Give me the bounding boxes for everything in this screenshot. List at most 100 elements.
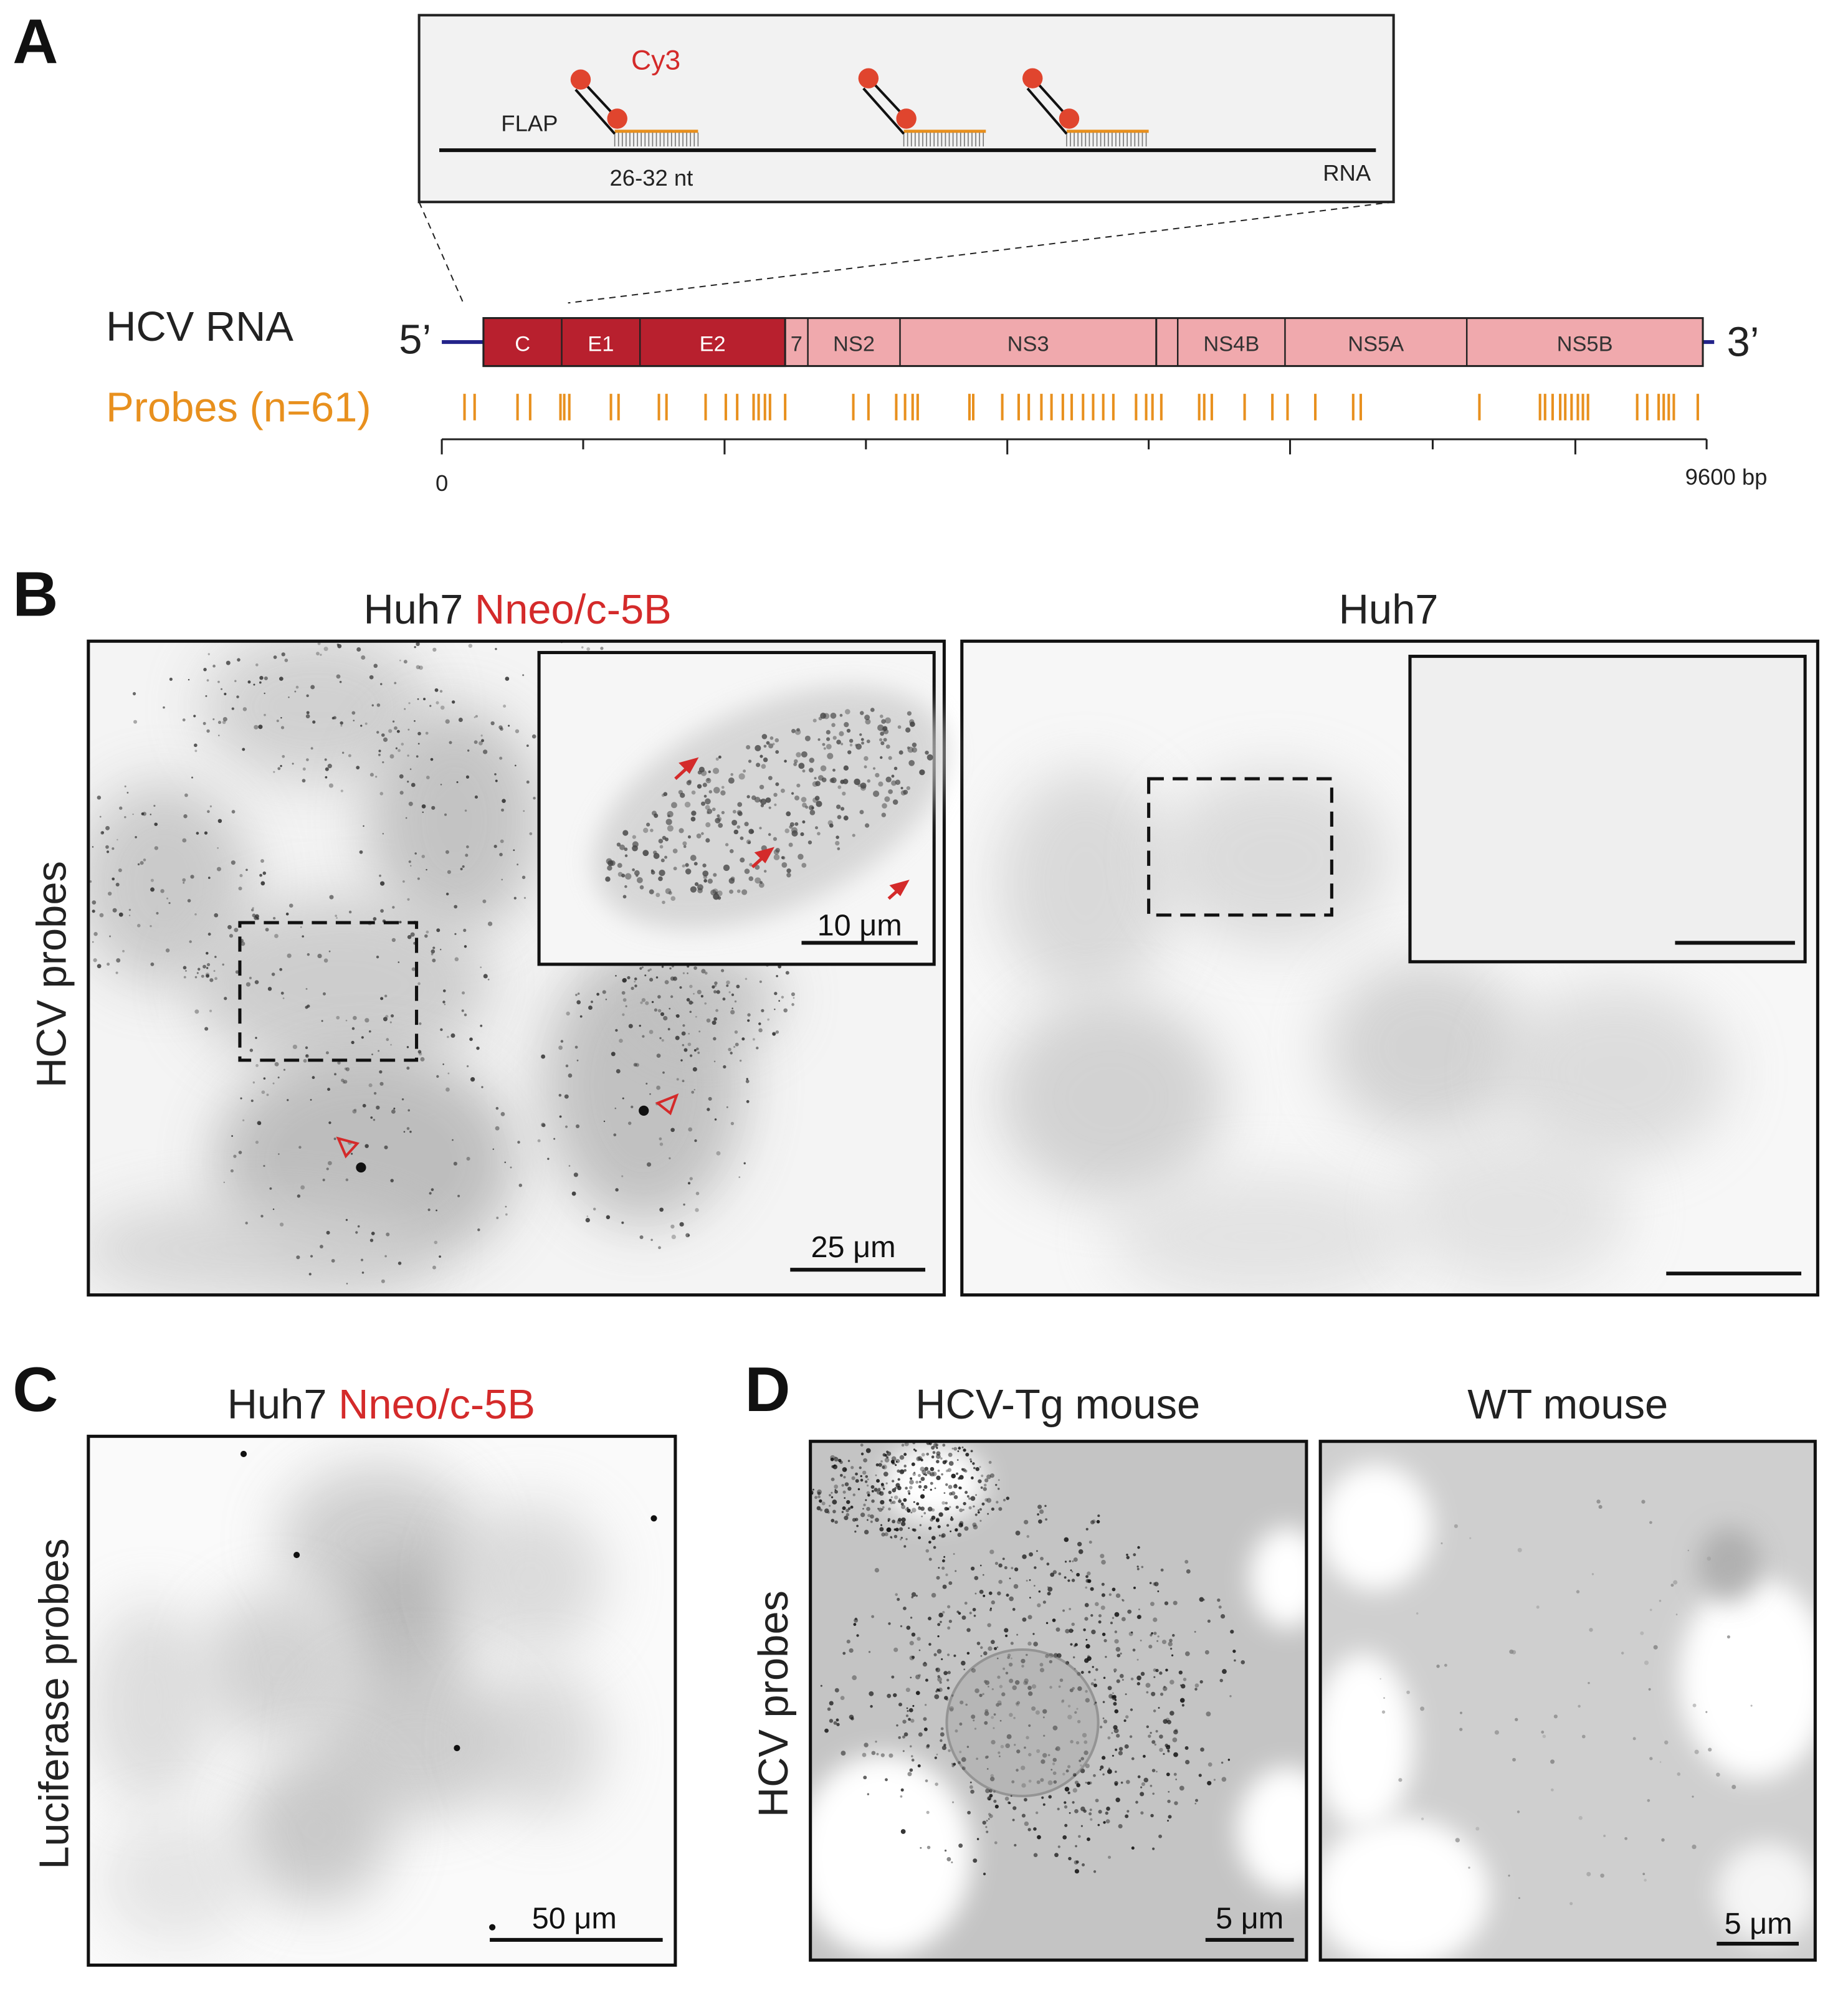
spot bbox=[857, 783, 862, 787]
spot bbox=[920, 1506, 925, 1511]
spot bbox=[1027, 1828, 1031, 1832]
spot bbox=[590, 1000, 594, 1004]
dye bbox=[1022, 68, 1043, 88]
spot bbox=[1087, 1837, 1090, 1841]
spot bbox=[1647, 1799, 1650, 1802]
spot bbox=[439, 948, 442, 951]
spot bbox=[862, 1470, 867, 1475]
spot bbox=[861, 741, 864, 745]
spot bbox=[249, 976, 252, 979]
spot bbox=[255, 663, 259, 667]
spot bbox=[1184, 1651, 1190, 1656]
spot bbox=[979, 1466, 981, 1468]
spot bbox=[735, 1042, 739, 1047]
spot bbox=[663, 792, 668, 797]
spot bbox=[641, 966, 644, 969]
spot bbox=[1085, 1575, 1088, 1579]
spot bbox=[892, 1500, 896, 1504]
spot bbox=[935, 1690, 938, 1693]
spot bbox=[667, 814, 670, 818]
spot bbox=[237, 658, 241, 662]
spot bbox=[915, 1675, 920, 1680]
spot bbox=[794, 795, 800, 801]
spot bbox=[1661, 1838, 1665, 1842]
spot bbox=[917, 1764, 921, 1768]
spot bbox=[1515, 1718, 1518, 1721]
spot bbox=[840, 807, 845, 811]
spot bbox=[1153, 1632, 1157, 1635]
spot bbox=[631, 1105, 634, 1109]
spot bbox=[907, 711, 912, 716]
spot bbox=[153, 804, 156, 807]
spot bbox=[910, 1617, 913, 1619]
spot bbox=[416, 755, 419, 758]
spot bbox=[280, 726, 285, 729]
spot bbox=[1148, 1645, 1153, 1649]
spot bbox=[903, 1453, 907, 1456]
spot bbox=[1220, 1613, 1226, 1619]
spot bbox=[132, 813, 134, 815]
spot bbox=[788, 842, 793, 847]
spot bbox=[391, 938, 396, 943]
spot bbox=[667, 1028, 670, 1030]
spot bbox=[163, 706, 165, 709]
spot bbox=[404, 708, 406, 710]
spot bbox=[860, 782, 867, 789]
spot bbox=[283, 1068, 286, 1071]
spot bbox=[1037, 1504, 1042, 1509]
spot bbox=[703, 878, 708, 883]
spot bbox=[285, 912, 289, 916]
spot bbox=[258, 725, 263, 729]
spot bbox=[688, 1000, 693, 1005]
spot bbox=[888, 1622, 891, 1625]
row-label: Luciferase probes bbox=[31, 1538, 77, 1869]
spot bbox=[880, 1499, 885, 1505]
spot bbox=[726, 984, 729, 987]
scale-label: 5 μm bbox=[1725, 1907, 1793, 1941]
spot bbox=[911, 1595, 914, 1599]
spot bbox=[1183, 1678, 1187, 1681]
spot bbox=[376, 703, 381, 707]
spot bbox=[1137, 1546, 1140, 1549]
spot bbox=[834, 1485, 839, 1489]
spot bbox=[768, 743, 774, 749]
spot bbox=[376, 955, 379, 959]
spot bbox=[903, 1498, 907, 1502]
spot bbox=[1165, 1668, 1168, 1672]
spot bbox=[893, 1693, 897, 1698]
spot bbox=[1071, 1570, 1074, 1573]
spot bbox=[854, 1617, 858, 1620]
spot bbox=[868, 1651, 871, 1653]
spot bbox=[1136, 1566, 1139, 1568]
spot bbox=[1421, 1817, 1424, 1820]
row-label: HCV probes bbox=[750, 1590, 797, 1817]
spot bbox=[695, 1015, 697, 1018]
spot bbox=[1026, 1579, 1028, 1582]
spot bbox=[912, 747, 917, 753]
spot bbox=[893, 766, 898, 771]
spot bbox=[1150, 1731, 1152, 1734]
spot bbox=[325, 1051, 329, 1055]
spot bbox=[915, 1691, 920, 1695]
spot bbox=[1108, 1767, 1110, 1770]
spot bbox=[925, 1549, 930, 1553]
spot bbox=[998, 1579, 1003, 1584]
spot bbox=[1037, 1835, 1041, 1840]
spot bbox=[1003, 1498, 1006, 1502]
spot bbox=[1087, 1781, 1090, 1785]
spot bbox=[812, 1488, 814, 1491]
spot bbox=[859, 1466, 862, 1470]
spot bbox=[1169, 1680, 1174, 1685]
spot bbox=[714, 981, 718, 985]
spot bbox=[417, 743, 420, 745]
spot bbox=[289, 903, 293, 908]
spot bbox=[323, 958, 328, 963]
spot bbox=[255, 1037, 257, 1039]
spot bbox=[943, 1556, 946, 1558]
spot bbox=[406, 1127, 410, 1130]
spot bbox=[326, 1230, 330, 1235]
spot bbox=[941, 1658, 943, 1660]
spot bbox=[553, 1138, 556, 1140]
spot bbox=[1089, 1808, 1092, 1812]
spot bbox=[231, 707, 234, 710]
